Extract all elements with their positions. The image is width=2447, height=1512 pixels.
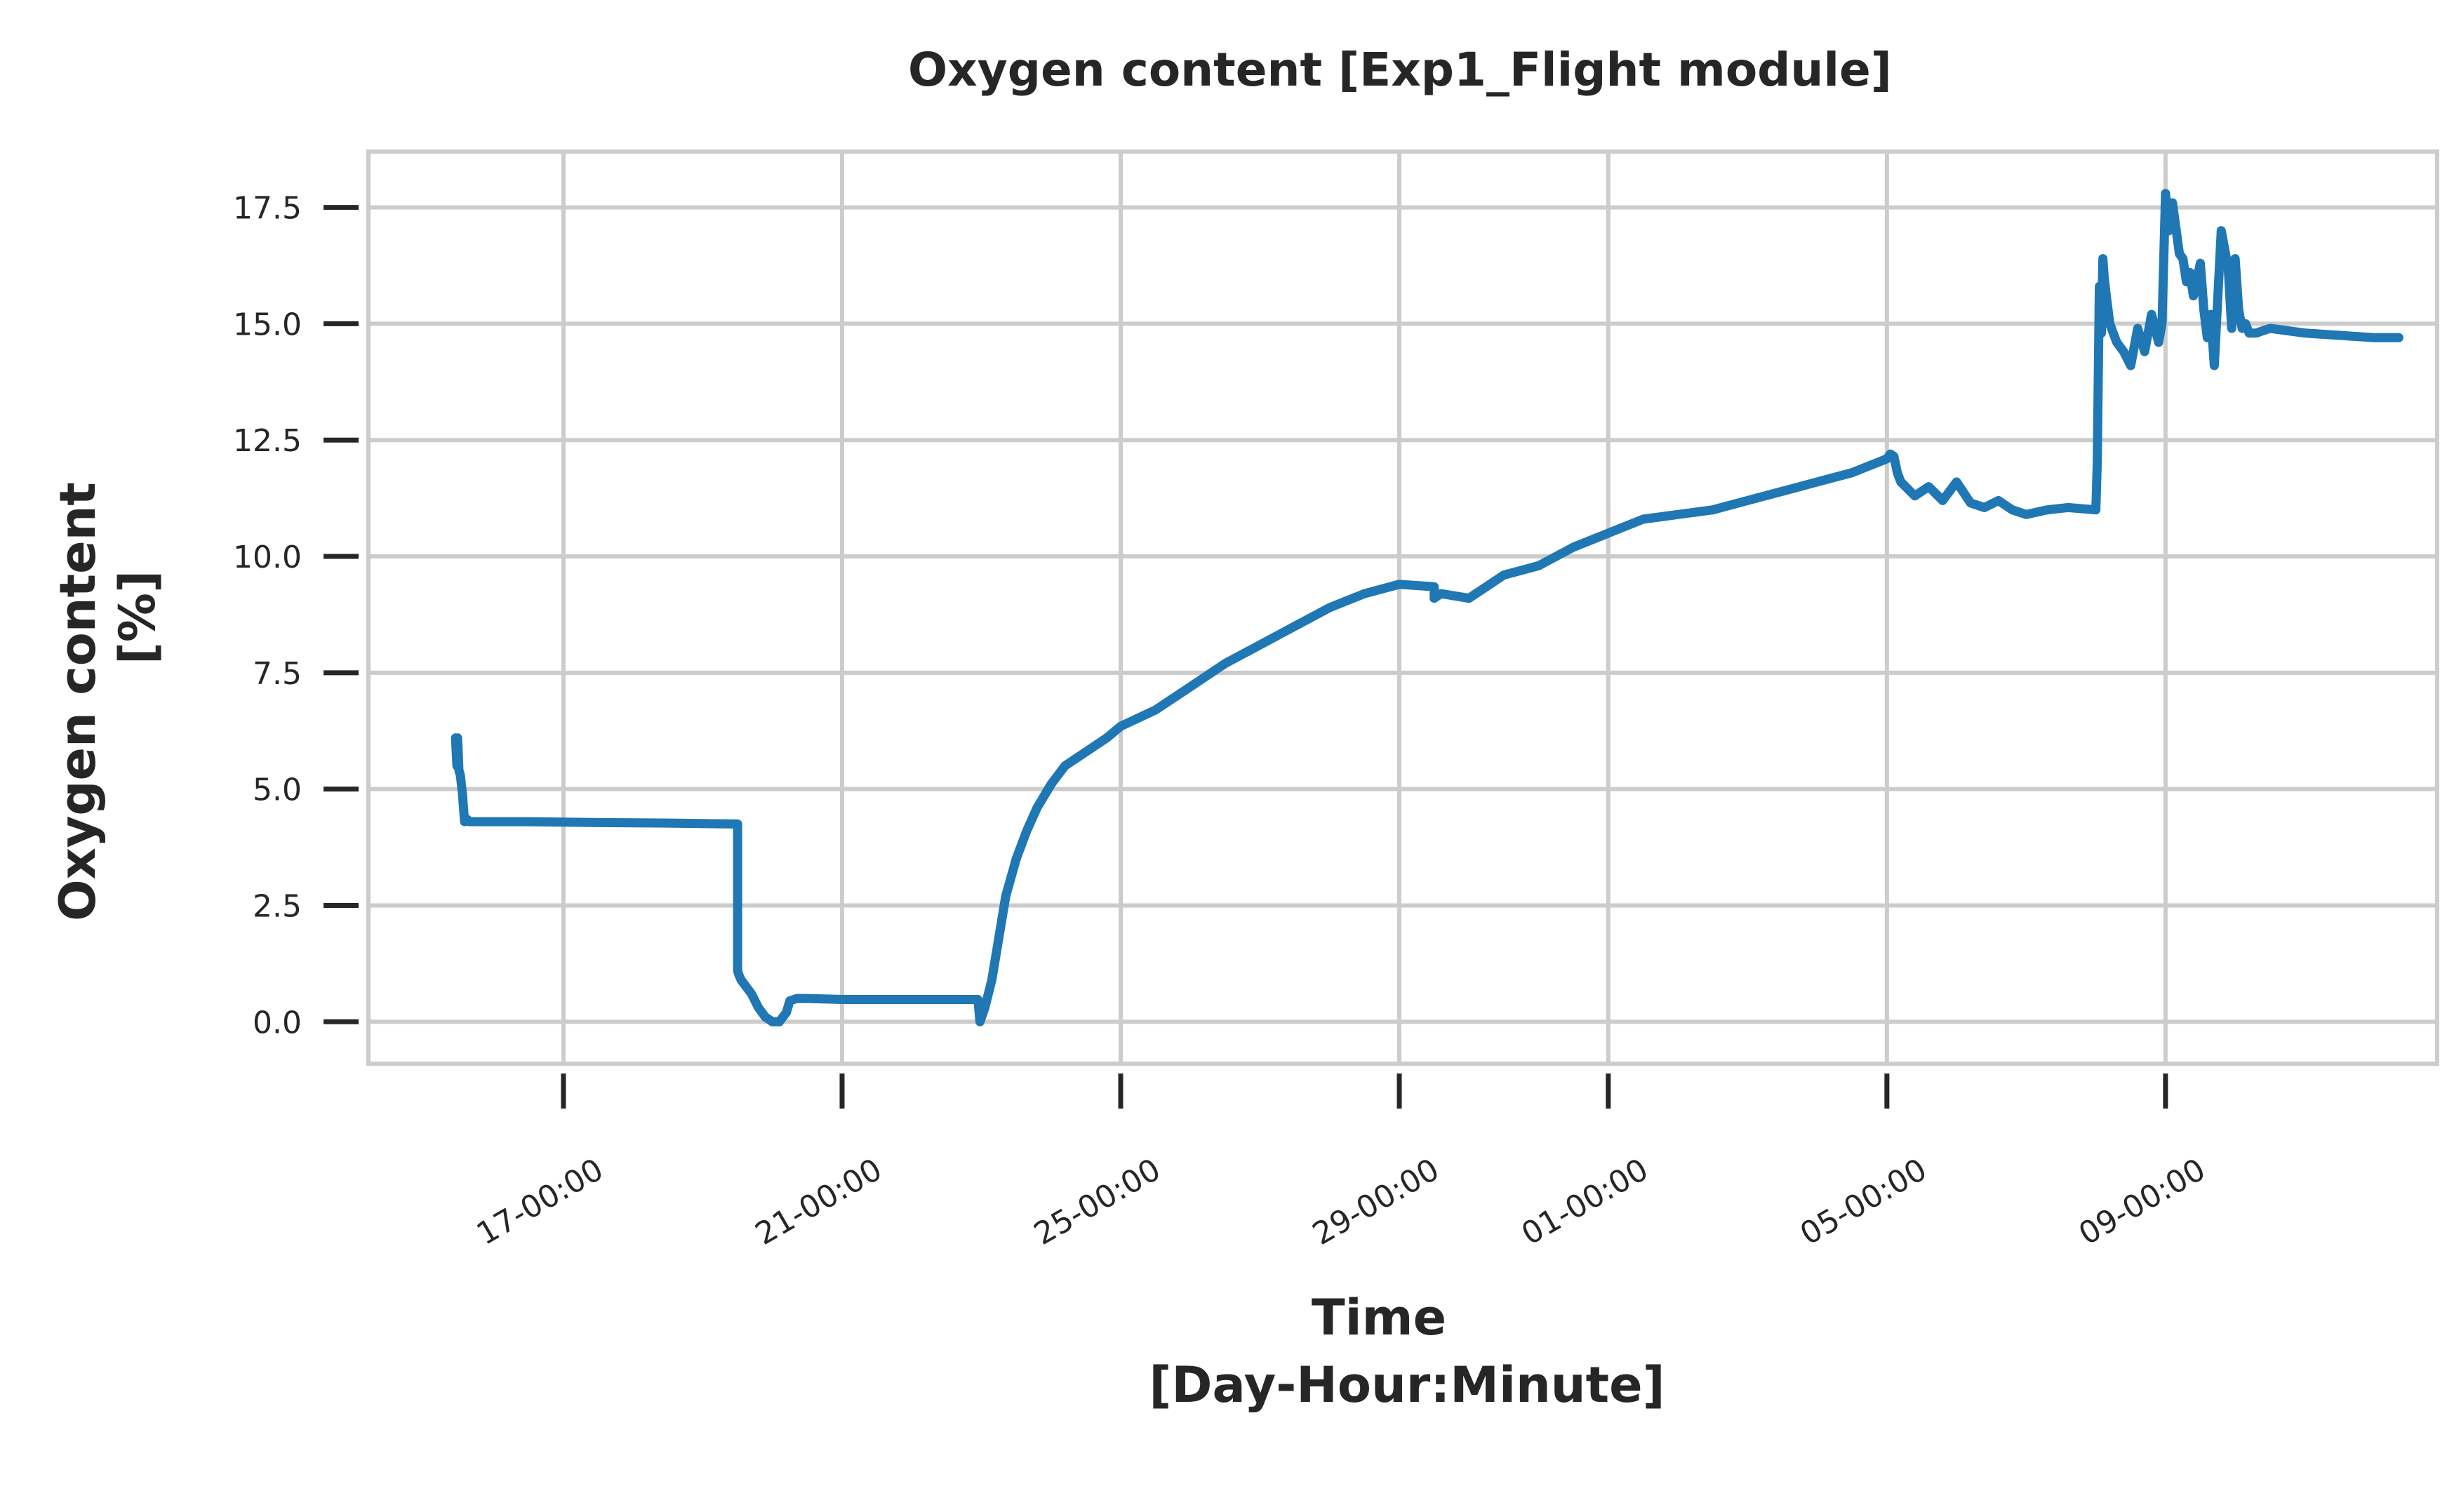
y-tick-label: 5.0 bbox=[253, 772, 302, 808]
y-tick-label: 15.0 bbox=[233, 307, 302, 342]
x-tick-label: 21-00:00 bbox=[749, 1151, 888, 1252]
y-tick-label: 0.0 bbox=[253, 1005, 302, 1041]
x-tick-label: 17-00:00 bbox=[471, 1151, 610, 1252]
grid-lines bbox=[368, 152, 2437, 1064]
x-axis: 17-00:00 21-00:00 25-00:00 29-00:00 01-00:00… bbox=[471, 1073, 2212, 1252]
y-tick-label: 10.0 bbox=[233, 540, 302, 575]
y-tick-label: 2.5 bbox=[253, 888, 302, 924]
y-axis-label-line-2: [%] bbox=[109, 570, 166, 664]
x-tick-label: 09-00:00 bbox=[2073, 1151, 2212, 1252]
x-tick-label: 29-00:00 bbox=[1307, 1151, 1446, 1252]
y-tick-label: 12.5 bbox=[233, 423, 302, 459]
y-axis-label-line-1: Oxygen content bbox=[49, 482, 107, 921]
series-line-oxygen bbox=[451, 189, 2403, 1026]
x-tick-label: 25-00:00 bbox=[1028, 1151, 1167, 1252]
x-axis-label-line-1: Time bbox=[1312, 1289, 1446, 1346]
plot-frame bbox=[366, 149, 2439, 1066]
x-tick-label: 01-00:00 bbox=[1516, 1151, 1655, 1252]
x-tick-label: 05-00:00 bbox=[1794, 1151, 1933, 1252]
y-tick-label: 7.5 bbox=[253, 656, 302, 692]
y-axis: 0.0 2.5 5.0 7.5 10.0 12.5 15.0 17.5 bbox=[233, 191, 359, 1041]
y-tick-label: 17.5 bbox=[233, 191, 302, 227]
chart-title: Oxygen content [Exp1_Flight module] bbox=[908, 43, 1892, 97]
x-axis-label-line-2: [Day-Hour:Minute] bbox=[1149, 1356, 1665, 1414]
